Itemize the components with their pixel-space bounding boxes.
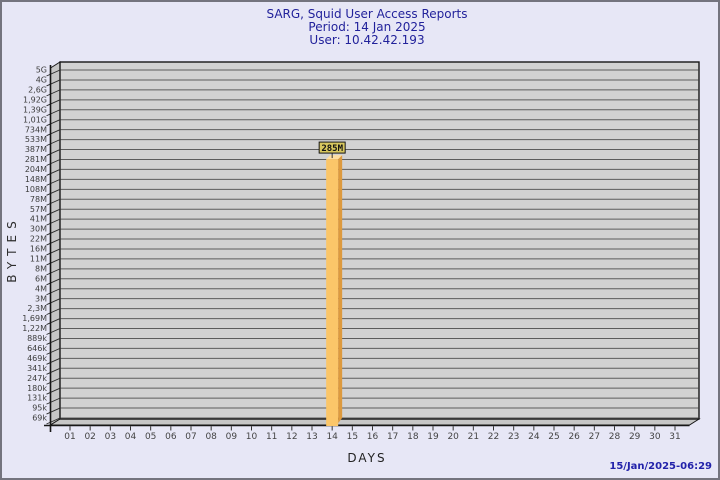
generated-timestamp: 15/Jan/2025-06:29 xyxy=(609,461,712,472)
svg-text:95k: 95k xyxy=(32,404,47,413)
chart-title: SARG, Squid User Access Reports xyxy=(266,7,468,21)
svg-text:281M: 281M xyxy=(25,155,47,164)
svg-text:285M: 285M xyxy=(321,144,343,154)
svg-text:5G: 5G xyxy=(36,66,47,75)
svg-text:29: 29 xyxy=(629,432,641,442)
svg-text:341k: 341k xyxy=(27,364,47,373)
svg-text:131k: 131k xyxy=(27,394,47,403)
svg-text:4M: 4M xyxy=(35,284,47,293)
svg-text:16M: 16M xyxy=(30,245,47,254)
svg-text:22: 22 xyxy=(488,432,499,442)
svg-text:20: 20 xyxy=(447,432,459,442)
svg-text:889k: 889k xyxy=(27,334,47,343)
bar-day-14 xyxy=(326,153,343,426)
svg-text:148M: 148M xyxy=(25,175,47,184)
svg-text:1,39G: 1,39G xyxy=(23,105,47,114)
grid-lines xyxy=(60,69,699,419)
svg-text:180k: 180k xyxy=(27,384,47,393)
svg-text:08: 08 xyxy=(205,432,217,442)
chart-user: User: 10.42.42.193 xyxy=(309,33,425,47)
chart-period: Period: 14 Jan 2025 xyxy=(308,20,426,34)
svg-text:06: 06 xyxy=(165,432,177,442)
svg-text:469k: 469k xyxy=(27,354,47,363)
svg-text:30: 30 xyxy=(649,432,661,442)
svg-text:1,92G: 1,92G xyxy=(23,95,47,104)
svg-text:24: 24 xyxy=(528,432,540,442)
svg-text:11M: 11M xyxy=(30,255,47,264)
x-axis-title: DAYS xyxy=(347,451,387,465)
svg-text:09: 09 xyxy=(226,432,238,442)
svg-text:6M: 6M xyxy=(35,274,47,283)
svg-text:30M: 30M xyxy=(30,225,47,234)
svg-text:27: 27 xyxy=(589,432,600,442)
svg-text:2,3M: 2,3M xyxy=(27,304,47,313)
axis-lines xyxy=(44,65,690,432)
svg-text:15: 15 xyxy=(347,432,358,442)
svg-text:11: 11 xyxy=(266,432,277,442)
svg-text:17: 17 xyxy=(387,432,398,442)
svg-text:14: 14 xyxy=(326,432,338,442)
svg-text:1,01G: 1,01G xyxy=(23,115,47,124)
svg-text:387M: 387M xyxy=(25,145,47,154)
svg-text:18: 18 xyxy=(407,432,419,442)
plot-floor xyxy=(48,418,701,426)
plot-face xyxy=(59,61,700,420)
svg-text:04: 04 xyxy=(125,432,137,442)
svg-text:1,69M: 1,69M xyxy=(22,314,47,323)
svg-text:3M: 3M xyxy=(35,294,47,303)
svg-text:26: 26 xyxy=(568,432,580,442)
bar-value-label: 285M xyxy=(318,141,346,154)
svg-text:13: 13 xyxy=(306,432,317,442)
svg-text:31: 31 xyxy=(669,432,680,442)
svg-text:734M: 734M xyxy=(25,125,47,134)
svg-text:247k: 247k xyxy=(27,374,47,383)
y-tick-labels: 5G4G2,6G1,92G1,39G1,01G734M533M387M281M2… xyxy=(22,66,61,425)
svg-text:12: 12 xyxy=(286,432,297,442)
svg-text:25: 25 xyxy=(548,432,559,442)
svg-text:533M: 533M xyxy=(25,135,47,144)
svg-text:646k: 646k xyxy=(27,344,47,353)
svg-text:57M: 57M xyxy=(30,205,47,214)
svg-text:204M: 204M xyxy=(25,165,47,174)
svg-text:1,22M: 1,22M xyxy=(22,324,47,333)
svg-text:8M: 8M xyxy=(35,264,47,273)
svg-text:2,6G: 2,6G xyxy=(28,85,47,94)
svg-text:4G: 4G xyxy=(36,76,47,85)
svg-text:69k: 69k xyxy=(32,414,47,423)
svg-text:19: 19 xyxy=(427,432,439,442)
chart-header: SARG, Squid User Access Reports Period: … xyxy=(2,7,718,47)
svg-text:41M: 41M xyxy=(30,215,47,224)
x-tick-labels: 01 02 03 04 05 06 07 08 09 10 11 12 13 14 15 16 17 18 19 20… xyxy=(64,426,681,442)
svg-text:28: 28 xyxy=(609,432,621,442)
svg-text:21: 21 xyxy=(468,432,479,442)
svg-text:02: 02 xyxy=(84,432,95,442)
svg-text:16: 16 xyxy=(367,432,379,442)
svg-text:22M: 22M xyxy=(30,235,47,244)
svg-text:78M: 78M xyxy=(30,195,47,204)
svg-text:05: 05 xyxy=(145,432,156,442)
svg-text:108M: 108M xyxy=(25,185,47,194)
svg-text:01: 01 xyxy=(64,432,75,442)
svg-text:03: 03 xyxy=(105,432,116,442)
svg-text:07: 07 xyxy=(185,432,196,442)
svg-text:23: 23 xyxy=(508,432,519,442)
svg-text:10: 10 xyxy=(246,432,258,442)
